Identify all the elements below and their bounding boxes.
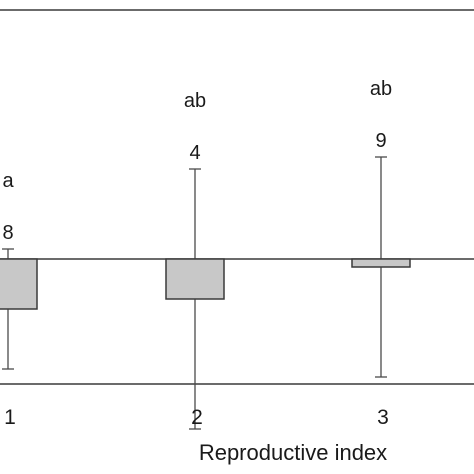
- bar-3: [351, 258, 411, 268]
- bar-labels: 8 a 4 ab 9 ab: [2, 78, 392, 244]
- significance-letter-1: a: [2, 170, 14, 192]
- significance-letter-2: ab: [184, 90, 206, 112]
- count-label-3: 9: [375, 130, 386, 152]
- bar-1: [0, 258, 38, 310]
- x-tick-labels: 1 2 3: [4, 406, 389, 429]
- significance-letter-3: ab: [370, 78, 392, 100]
- x-tick-1: 1: [4, 406, 16, 429]
- count-label-2: 4: [189, 142, 200, 164]
- x-tick-2: 2: [191, 406, 203, 429]
- count-label-1: 8: [2, 222, 13, 244]
- bar-2: [165, 258, 225, 300]
- plot-frame: [0, 9, 474, 385]
- x-axis-label: Reproductive index: [199, 440, 387, 465]
- x-tick-3: 3: [377, 406, 389, 429]
- bars: [0, 258, 411, 310]
